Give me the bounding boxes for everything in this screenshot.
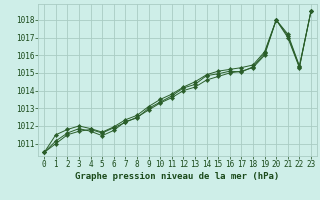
X-axis label: Graphe pression niveau de la mer (hPa): Graphe pression niveau de la mer (hPa) — [76, 172, 280, 181]
